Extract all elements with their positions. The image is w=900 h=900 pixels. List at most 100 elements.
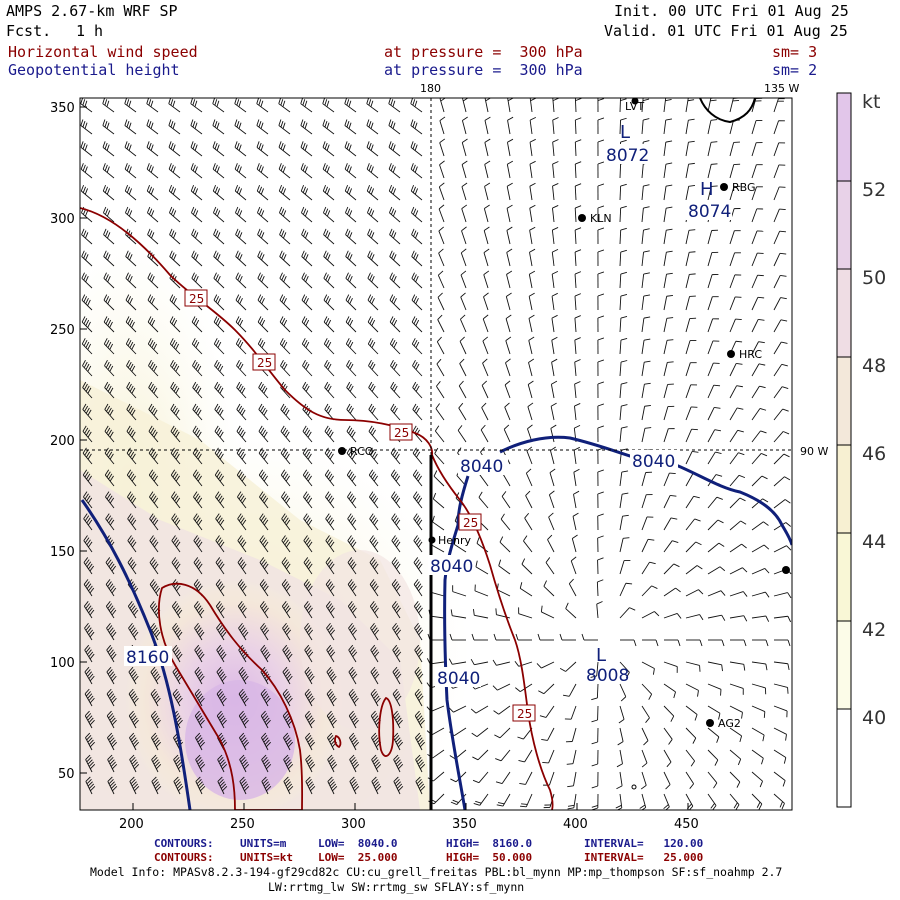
wind-barb (190, 206, 203, 223)
wind-barb (102, 163, 115, 179)
wind-barb (347, 579, 357, 597)
wind-barb (83, 601, 95, 619)
wind-barb (439, 160, 445, 179)
colorbar-label: 52 (862, 179, 886, 201)
wind-barb (256, 98, 269, 113)
wind-barb (303, 557, 313, 575)
wind-barb (685, 118, 695, 135)
wind-barb (128, 666, 139, 685)
wind-barb (388, 98, 401, 113)
wind-barb (195, 754, 206, 773)
wind-barb (641, 494, 653, 509)
wind-barb (641, 360, 651, 377)
wind-barb (257, 272, 269, 289)
wind-barb (282, 666, 293, 685)
wind-barb (505, 314, 512, 333)
wind-barb (773, 545, 792, 553)
wind-barb (482, 358, 489, 377)
wind-barb (393, 732, 403, 751)
wind-barb (151, 732, 161, 751)
wind-barb (483, 226, 490, 245)
wind-barb (172, 622, 183, 641)
lon-label-180: 180 (420, 82, 441, 95)
height-label: 8040 (632, 452, 675, 472)
wind-barb (498, 559, 511, 575)
colorbar-bin (837, 533, 851, 621)
footer-height-high: HIGH= 8160.0 (446, 837, 533, 850)
wind-barb (574, 161, 582, 179)
wind-barb (168, 98, 181, 113)
wind-barb (567, 793, 577, 810)
wind-barb (124, 119, 137, 135)
wind-barb (773, 615, 792, 623)
wind-barb (527, 402, 534, 421)
wind-barb (619, 271, 628, 289)
wind-barb (414, 688, 424, 707)
colorbar: kt 52 50 48 46 44 42 40 (836, 91, 886, 808)
colorbar-bin (837, 93, 851, 181)
wind-barb (147, 272, 159, 289)
init-time: Init. 00 UTC Fri 01 Aug 25 (614, 2, 849, 20)
wind-barb (685, 771, 695, 789)
wind-barb (349, 732, 359, 751)
wind-barb (238, 710, 249, 729)
wind-barb (438, 226, 445, 245)
wind-barb (368, 403, 379, 421)
high-symbol: H (700, 179, 714, 200)
wind-barb (729, 362, 743, 377)
wind-barb (617, 727, 624, 746)
wind-barb (81, 294, 93, 311)
wind-barb (597, 293, 605, 311)
wind-barb (279, 294, 291, 311)
wind-barb (215, 513, 225, 531)
wind-barb (125, 338, 137, 355)
wind-barb (303, 579, 313, 597)
wind-barb (215, 601, 225, 619)
wind-barb (389, 316, 401, 333)
wind-barb (104, 447, 115, 465)
wind-barb (370, 644, 380, 663)
wind-barb (751, 793, 763, 810)
wind-barb (574, 249, 582, 267)
wind-barb (663, 405, 675, 421)
y-tick-label: 150 (50, 545, 75, 560)
wind-barb (147, 294, 159, 311)
field1-level: at pressure = 300 hPa (384, 43, 583, 61)
wind-barb (496, 793, 511, 807)
wind-barb (685, 229, 696, 245)
wind-barb (392, 644, 402, 663)
wind-barb (619, 607, 636, 619)
wind-barb (369, 491, 379, 509)
wind-barb (85, 754, 96, 773)
wind-barb (260, 644, 271, 663)
wind-barb (773, 408, 789, 421)
wind-barb (663, 517, 678, 531)
wind-barb (192, 403, 203, 421)
wind-barb (348, 688, 359, 707)
wind-barb (619, 338, 628, 355)
wind-barb (215, 491, 225, 509)
wind-barb (323, 228, 335, 245)
height-contour-top (699, 98, 756, 124)
wind-barb (369, 579, 379, 597)
wind-barb (260, 622, 270, 641)
wind-barb (413, 579, 423, 597)
wind-barb (597, 469, 604, 487)
wind-barb (641, 404, 651, 421)
wind-barb (436, 358, 445, 377)
wind-barb (571, 534, 578, 553)
wind-barb (170, 447, 181, 465)
wind-barb (238, 666, 249, 685)
lon-label-90w: 90 W (800, 445, 828, 458)
wind-barb (685, 541, 702, 553)
wind-barb (521, 558, 533, 575)
wind-barb (751, 385, 766, 399)
wind-barb (729, 661, 746, 671)
wind-barb (281, 491, 291, 509)
wind-barb (300, 163, 313, 179)
wind-barb (81, 272, 93, 289)
wind-barb (104, 381, 115, 399)
wind-barb (389, 294, 401, 311)
wind-barb (432, 515, 445, 531)
wind-barb (484, 116, 491, 135)
